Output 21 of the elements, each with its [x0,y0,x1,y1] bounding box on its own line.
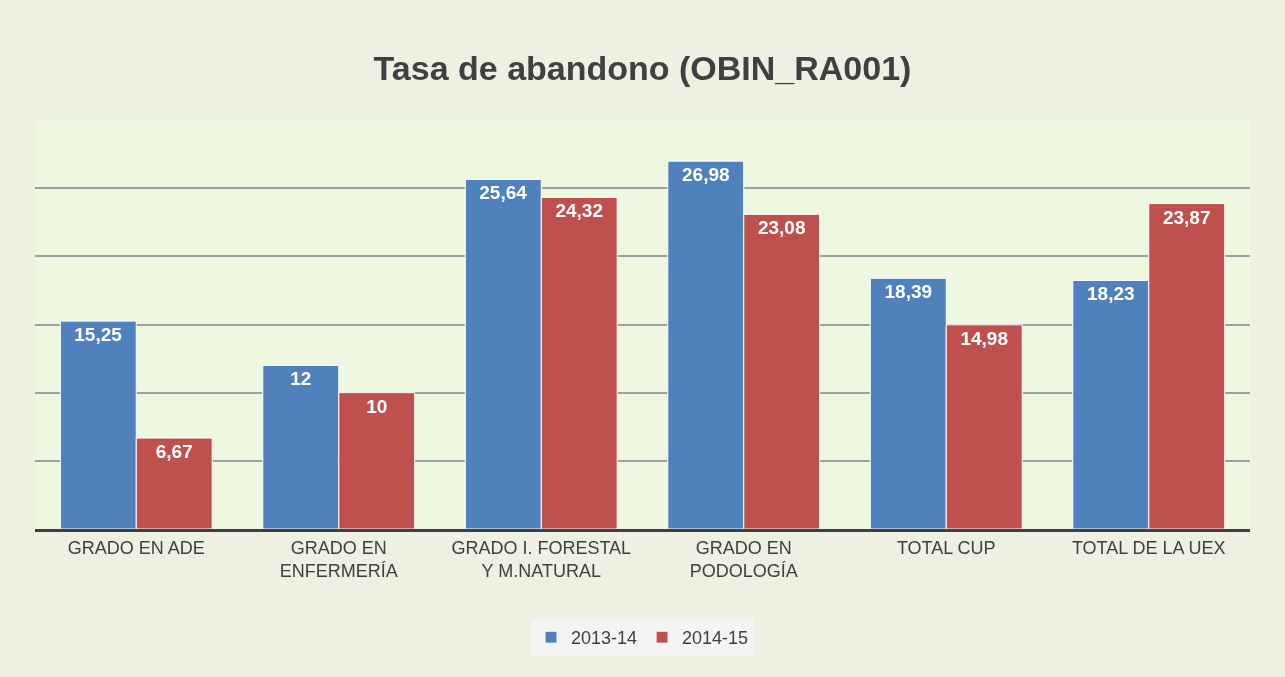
x-tick-label: GRADO I. FORESTAL Y M.NATURAL [451,537,632,581]
legend-label: 2013-14 [571,628,638,649]
data-label: 23,87 [1162,206,1211,228]
chart-title: Tasa de abandono (OBIN_RA001) [373,48,912,87]
data-label: 15,25 [74,324,123,346]
x-tick-label: GRADO EN ENFERMERÍA [279,537,398,581]
data-label: 24,32 [555,200,603,222]
legend-label: 2014-15 [682,628,749,649]
data-label: 6,67 [155,441,193,463]
x-tick-label: TOTAL CUP [896,537,996,558]
data-label: 23,08 [757,217,806,239]
data-label: 10 [366,395,388,417]
x-tick-label: TOTAL DE LA UEX [1071,537,1226,558]
data-label: 12 [290,368,312,390]
data-label: 25,64 [479,182,528,204]
data-label: 26,98 [682,164,730,186]
data-label: 14,98 [960,327,1008,349]
data-label: 18,23 [1087,283,1135,305]
data-label: 18,39 [884,281,933,303]
x-tick-label: GRADO EN ADE [67,537,205,558]
x-tick-label: GRADO EN PODOLOGÍA [689,537,798,581]
